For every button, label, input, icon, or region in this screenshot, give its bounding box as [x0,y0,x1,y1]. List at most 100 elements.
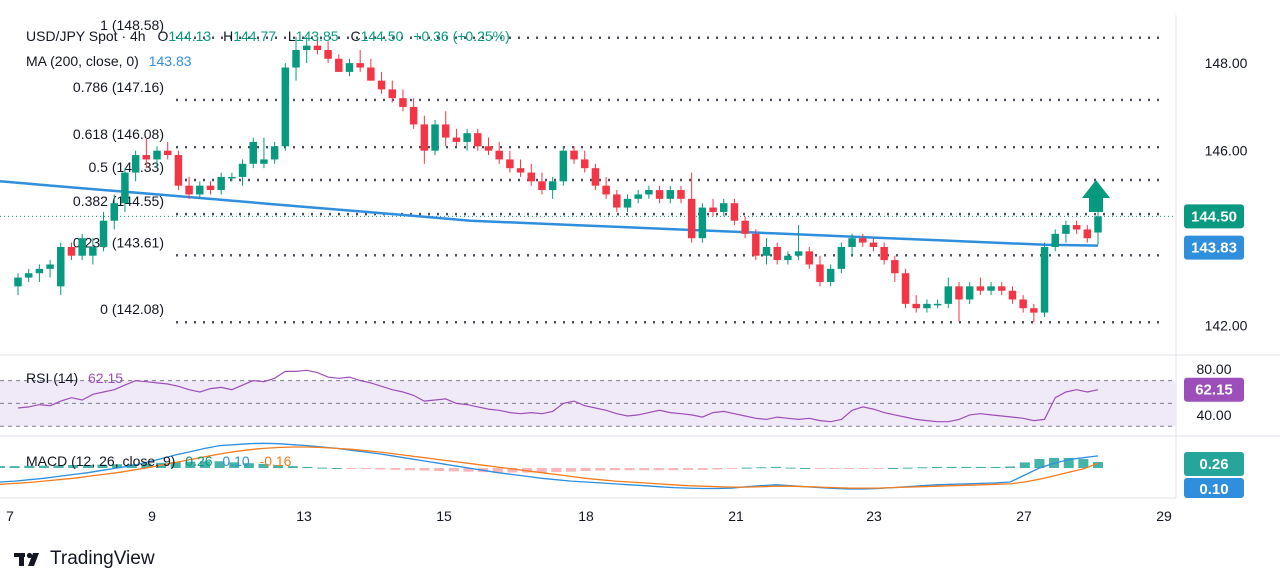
candle-body-91 [987,286,995,291]
candle-body-44 [484,146,493,151]
candle-body-67 [730,203,739,221]
macd-hist-3 [38,465,49,468]
macd-hist-69 [1005,466,1016,468]
candle-body-68 [741,220,749,234]
macd-hist-14 [199,461,210,468]
rsi-pane: 80.00 40.00 62.15 [0,361,1244,427]
macd-hist-66 [961,466,972,468]
macd-hist-35 [507,468,518,473]
candle-body-24 [270,146,279,160]
close-value: 144.50 [361,28,404,44]
candle-body-47 [516,168,525,173]
fib-label-5: 0.236 (143.61) [73,234,164,250]
macd-hist-49 [712,468,723,470]
macd-hist-34 [492,468,503,473]
candle-body-43 [474,133,482,147]
candle-body-37 [409,106,418,125]
time-tick-3: 15 [436,508,452,524]
macd-hist-63 [917,467,928,469]
candle-body-39 [431,124,439,151]
candle-body-80 [869,242,878,247]
macd-hist-73 [1063,457,1074,468]
change-value: +0.36 (+0.25%) [413,28,510,44]
candle-body-10 [121,172,129,204]
macd-label: MACD (12, 26, close, 9) [26,453,175,469]
candle-body-66 [720,203,728,212]
symbol-label: USD/JPY Spot · 4h [26,28,146,44]
candle-body-45 [495,150,503,160]
candle-body-64 [698,207,707,239]
time-tick-0: 7 [6,508,14,524]
macd-hist-1 [9,466,20,468]
macd-hist-59 [858,468,869,469]
rsi-tick-0: 80.00 [1196,361,1231,377]
ma-badge-bg [1184,235,1244,260]
last-price-badge-bg [1184,204,1244,229]
candle-body-81 [880,246,888,261]
macd-hist-48 [697,468,708,470]
macd-hist-10 [141,463,152,468]
high-value: 144.77 [233,28,276,44]
candle-body-41 [452,137,461,142]
fibonacci-levels: 1 (148.58) 0.786 (147.16) 0.618 (146.08) 0.… [0,17,1176,324]
fib-label-6: 0 (142.08) [100,301,164,317]
rsi-tick-1: 40.00 [1196,407,1231,423]
candle-body-33 [367,67,375,81]
rsi-badge-bg [1184,377,1244,402]
candle-body-101 [1094,216,1102,233]
candle-body-57 [623,198,632,208]
candle-body-22 [249,141,257,164]
candle-body-94 [1019,299,1027,309]
macd-hist-18 [258,463,269,468]
candle-body-53 [580,159,589,169]
candle-body-23 [260,159,268,164]
candle-body-34 [377,80,386,90]
candle-body-30 [335,58,343,72]
macd-hist-55 [800,468,811,469]
time-tick-8: 29 [1156,508,1172,524]
macd-hist-2 [24,465,35,468]
macd-hist-68 [990,466,1001,468]
candle-body-38 [420,124,429,151]
candle-body-100 [1083,229,1092,239]
macd-badge: 0.26 [1199,456,1228,473]
candle-body-29 [324,50,332,59]
svg-text:RSI (14) 62.15: RSI (14) 62.15 [26,370,123,386]
candle-body-26 [292,50,300,68]
candle-body-7 [89,246,97,256]
candle-body-35 [388,89,396,99]
candle-body-54 [591,168,600,186]
candle-body-79 [859,238,867,243]
macd-hist-41 [595,468,606,471]
candle-body-86 [933,303,942,306]
price-axis: 148.00 146.00 142.00 144.50 143.83 [1184,55,1248,334]
svg-text:USD/JPY Spot · 4h O144.13: USD/JPY Spot · 4h O144.13 H144.77 L143.8… [26,28,510,44]
price-tick-0: 148.00 [1205,55,1248,71]
macd-pane: 0.26 0.10 [0,442,1244,498]
candle-body-15 [174,155,183,186]
macd-hist-38 [551,468,562,473]
candle-body-78 [848,238,856,247]
macd-hist-44 [639,468,650,471]
macd-hist-46 [668,468,679,471]
ma-label: MA (200, close, 0) [26,53,139,69]
open-value: 144.13 [168,28,211,44]
candle-body-11 [131,155,140,173]
macd-hist-8 [112,464,123,468]
candle-body-16 [185,185,193,195]
rsi-label: RSI (14) [26,370,78,386]
candle-body-96 [1040,246,1049,313]
macd-hist-25 [361,468,371,470]
signal-badge: 0.10 [1199,481,1228,498]
macd-hist-57 [829,468,840,469]
candle-body-17 [196,185,204,195]
macd-hist-29 [419,468,430,471]
candle-body-82 [891,260,899,274]
macd-hist-20 [287,466,298,468]
candle-body-60 [655,190,664,199]
candle-body-84 [912,303,920,309]
macd-hist-60 [873,468,884,469]
candle-body-88 [955,286,963,300]
candle-body-56 [613,194,621,208]
